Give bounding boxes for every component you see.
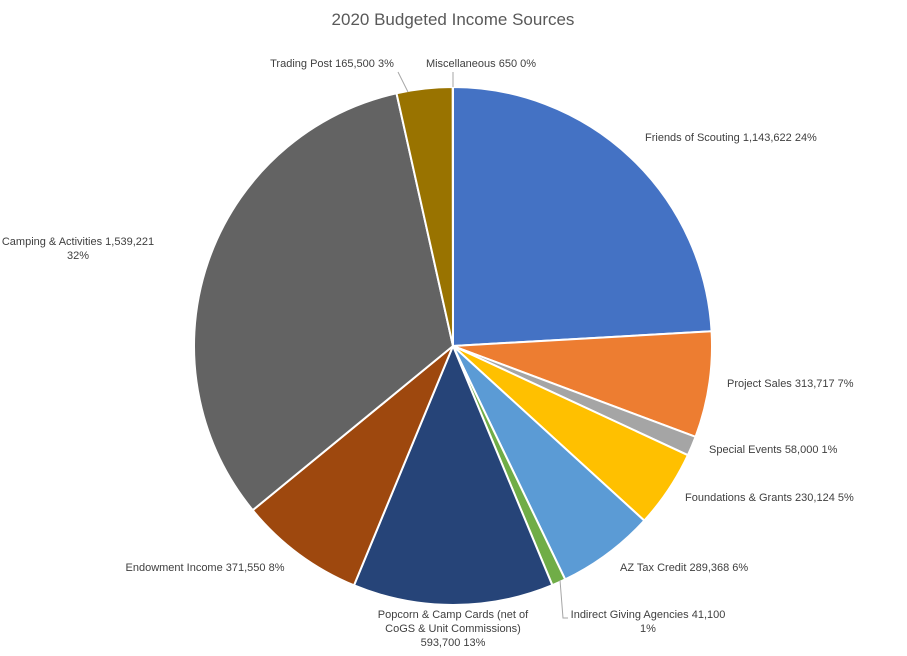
pie-slice-1	[452, 330, 713, 439]
data-label-4: AZ Tax Credit 289,368 6%	[620, 562, 748, 574]
data-label-10: Miscellaneous 650 0%	[426, 58, 536, 70]
data-label-5: Indirect Giving Agencies 41,100 1%	[571, 609, 726, 635]
chart-title: 2020 Budgeted Income Sources	[332, 10, 575, 29]
pie-slice-0	[452, 85, 713, 348]
data-label-0: Friends of Scouting 1,143,622 24%	[645, 132, 817, 144]
data-label-3: Foundations & Grants 230,124 5%	[685, 492, 854, 504]
data-label-9: Trading Post 165,500 3%	[270, 58, 394, 70]
leader-line-5	[559, 579, 568, 619]
pie-slice-6	[352, 343, 554, 606]
leader-lines	[397, 71, 568, 619]
data-label-2: Special Events 58,000 1%	[709, 444, 838, 456]
pie-slices	[193, 85, 713, 606]
pie-slice-8	[193, 92, 455, 512]
data-label-6: Popcorn & Camp Cards (net of CoGS & Unit …	[378, 609, 529, 649]
data-label-1: Project Sales 313,717 7%	[727, 378, 854, 390]
pie-slice-7	[251, 345, 454, 587]
leader-line-9	[397, 71, 409, 93]
data-labels: Friends of Scouting 1,143,622 24% Project…	[2, 58, 854, 649]
data-label-7: Endowment Income 371,550 8%	[126, 562, 285, 574]
data-label-8: Camping & Activities 1,539,221 32%	[2, 236, 154, 262]
